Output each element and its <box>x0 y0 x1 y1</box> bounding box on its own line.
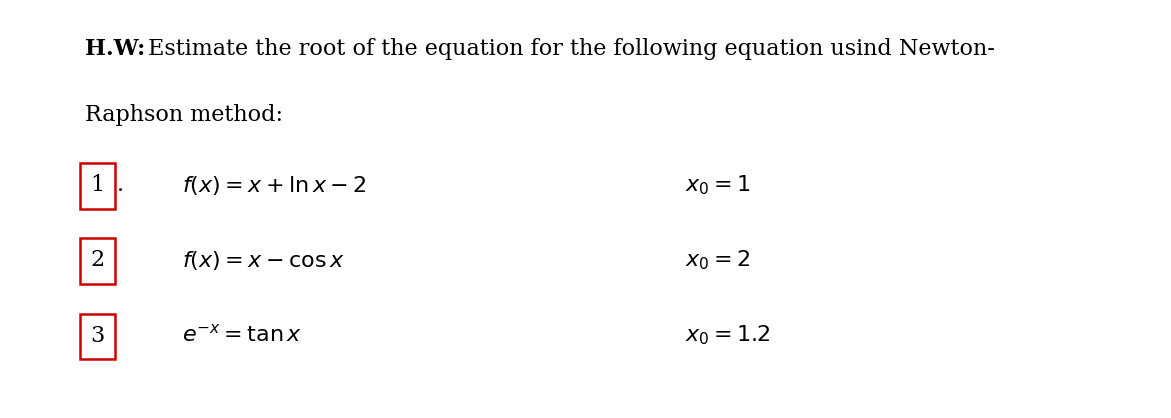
FancyBboxPatch shape <box>80 314 115 359</box>
Text: Raphson method:: Raphson method: <box>85 104 283 127</box>
Text: $e^{-x} = \tan x$: $e^{-x} = \tan x$ <box>182 325 302 347</box>
Text: .: . <box>117 174 124 196</box>
Text: $x_0 = 1.2$: $x_0 = 1.2$ <box>685 324 771 347</box>
Text: $x_0 = 1$: $x_0 = 1$ <box>685 173 751 197</box>
Text: $x_0 = 2$: $x_0 = 2$ <box>685 249 751 272</box>
Text: H.W:: H.W: <box>85 38 145 60</box>
Text: 2: 2 <box>90 250 104 271</box>
Text: $f(x) = x - \cos x$: $f(x) = x - \cos x$ <box>182 249 344 272</box>
Text: 3: 3 <box>90 325 104 347</box>
FancyBboxPatch shape <box>80 238 115 284</box>
Text: $f(x) = x + \ln x - 2$: $f(x) = x + \ln x - 2$ <box>182 173 365 197</box>
FancyBboxPatch shape <box>80 163 115 209</box>
Text: 1: 1 <box>90 174 104 196</box>
Text: Estimate the root of the equation for the following equation usind Newton-: Estimate the root of the equation for th… <box>141 38 994 60</box>
